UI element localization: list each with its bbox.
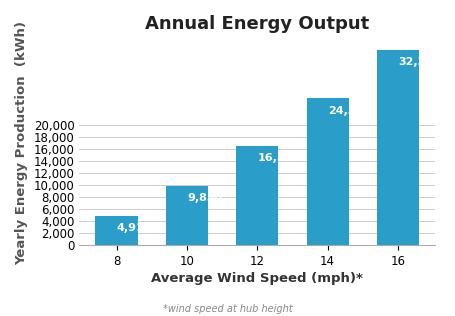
Text: *wind speed at hub height: *wind speed at hub height	[163, 304, 292, 314]
X-axis label: Average Wind Speed (mph)*: Average Wind Speed (mph)*	[151, 272, 363, 285]
Text: 9,850: 9,850	[187, 193, 222, 203]
Y-axis label: Yearly Energy Production  (kWh): Yearly Energy Production (kWh)	[15, 21, 28, 265]
Text: 24,330: 24,330	[327, 106, 369, 116]
Text: 4,910: 4,910	[116, 223, 152, 233]
Bar	[95, 216, 137, 245]
Title: Annual Energy Output: Annual Energy Output	[145, 15, 369, 33]
Bar	[376, 50, 418, 245]
Bar	[306, 99, 348, 245]
Bar	[166, 186, 207, 245]
Bar	[236, 146, 278, 245]
Text: 16,530: 16,530	[257, 153, 299, 163]
Text: 32,388: 32,388	[397, 57, 440, 67]
